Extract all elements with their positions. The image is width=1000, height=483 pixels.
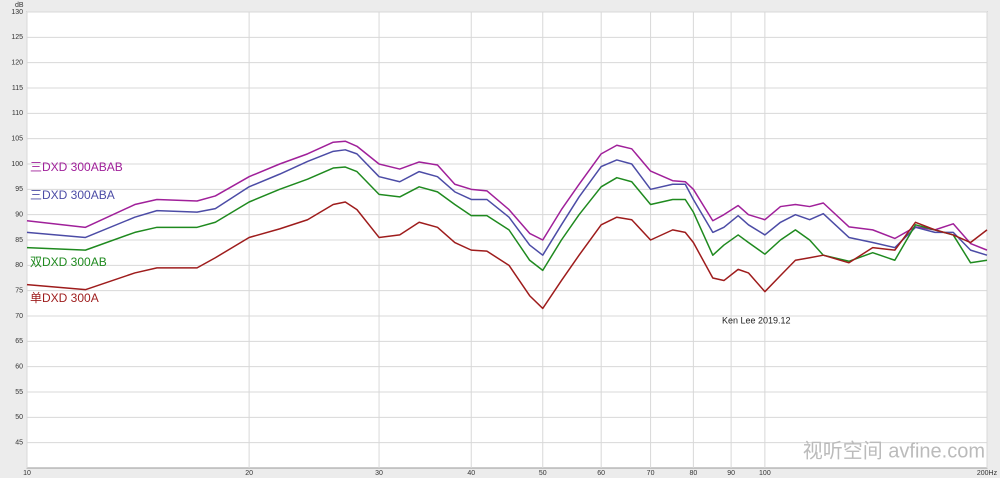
legend-label: 三DXD 300ABA [30,188,115,202]
x-tick-label: 200Hz [977,470,998,477]
y-tick-label: 75 [15,288,23,295]
y-tick-label: 80 [15,262,23,269]
y-tick-label: 100 [11,161,23,168]
y-tick-label: 65 [15,338,23,345]
x-tick-label: 80 [689,470,697,477]
x-tick-label: 20 [245,470,253,477]
x-tick-label: 60 [597,470,605,477]
x-tick-label: 90 [727,470,735,477]
y-tick-label: 85 [15,237,23,244]
y-tick-label: 110 [12,110,23,117]
y-tick-label: 50 [15,414,23,421]
watermark: 视听空间 avfine.com [803,439,985,462]
y-tick-label: 90 [15,212,23,219]
series-line [26,201,988,310]
x-tick-label: 70 [647,470,655,477]
legend-label: 三DXD 300ABAB [30,160,123,174]
x-tick-label: 30 [375,470,383,477]
x-tick-label: 50 [539,470,547,477]
y-tick-label: 125 [11,34,23,41]
y-tick-label: 45 [15,440,23,447]
series-line [26,140,988,251]
x-tick-label: 100 [759,470,771,477]
y-tick-label: 120 [11,60,23,67]
y-tick-label: 130 [11,9,23,16]
legend-label: 双DXD 300AB [30,255,107,269]
y-axis-label: dB [15,2,24,9]
x-tick-label: 40 [467,470,475,477]
y-tick-label: 105 [11,136,23,143]
y-tick-label: 95 [15,186,23,193]
legend-label: 单DXD 300A [30,291,99,305]
y-tick-label: 70 [15,313,23,320]
annotation: Ken Lee 2019.12 [722,315,791,325]
y-tick-label: 115 [12,85,23,92]
series-line [26,149,988,256]
x-tick-label: 10 [23,470,31,477]
y-tick-label: 60 [15,364,23,371]
y-tick-label: 55 [15,389,23,396]
